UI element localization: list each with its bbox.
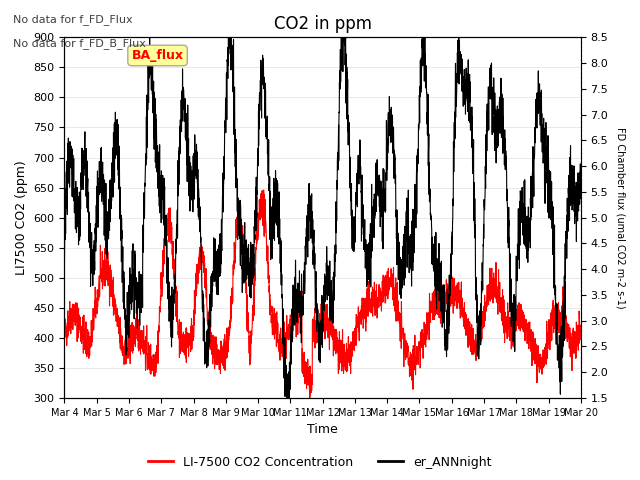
Y-axis label: FD Chamber flux (umal CO2 m-2 s-1): FD Chamber flux (umal CO2 m-2 s-1) — [615, 127, 625, 309]
Text: BA_flux: BA_flux — [132, 49, 184, 62]
Text: No data for f_FD_Flux: No data for f_FD_Flux — [13, 14, 132, 25]
Y-axis label: LI7500 CO2 (ppm): LI7500 CO2 (ppm) — [15, 160, 28, 275]
Text: No data for f_FD_B_Flux: No data for f_FD_B_Flux — [13, 38, 146, 49]
Legend: LI-7500 CO2 Concentration, er_ANNnight: LI-7500 CO2 Concentration, er_ANNnight — [143, 451, 497, 474]
Title: CO2 in ppm: CO2 in ppm — [274, 15, 372, 33]
X-axis label: Time: Time — [307, 423, 338, 436]
